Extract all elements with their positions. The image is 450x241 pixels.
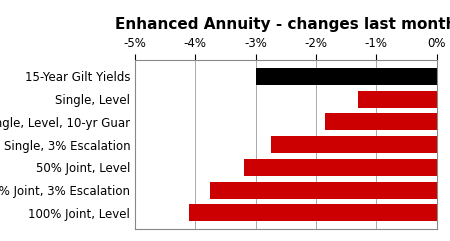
Title: Enhanced Annuity - changes last month: Enhanced Annuity - changes last month <box>115 16 450 32</box>
Bar <box>270 136 436 153</box>
Bar <box>256 68 436 85</box>
Bar <box>325 113 436 130</box>
Bar <box>210 181 436 199</box>
Bar <box>243 159 436 176</box>
Bar <box>358 91 436 108</box>
Bar <box>189 204 436 221</box>
